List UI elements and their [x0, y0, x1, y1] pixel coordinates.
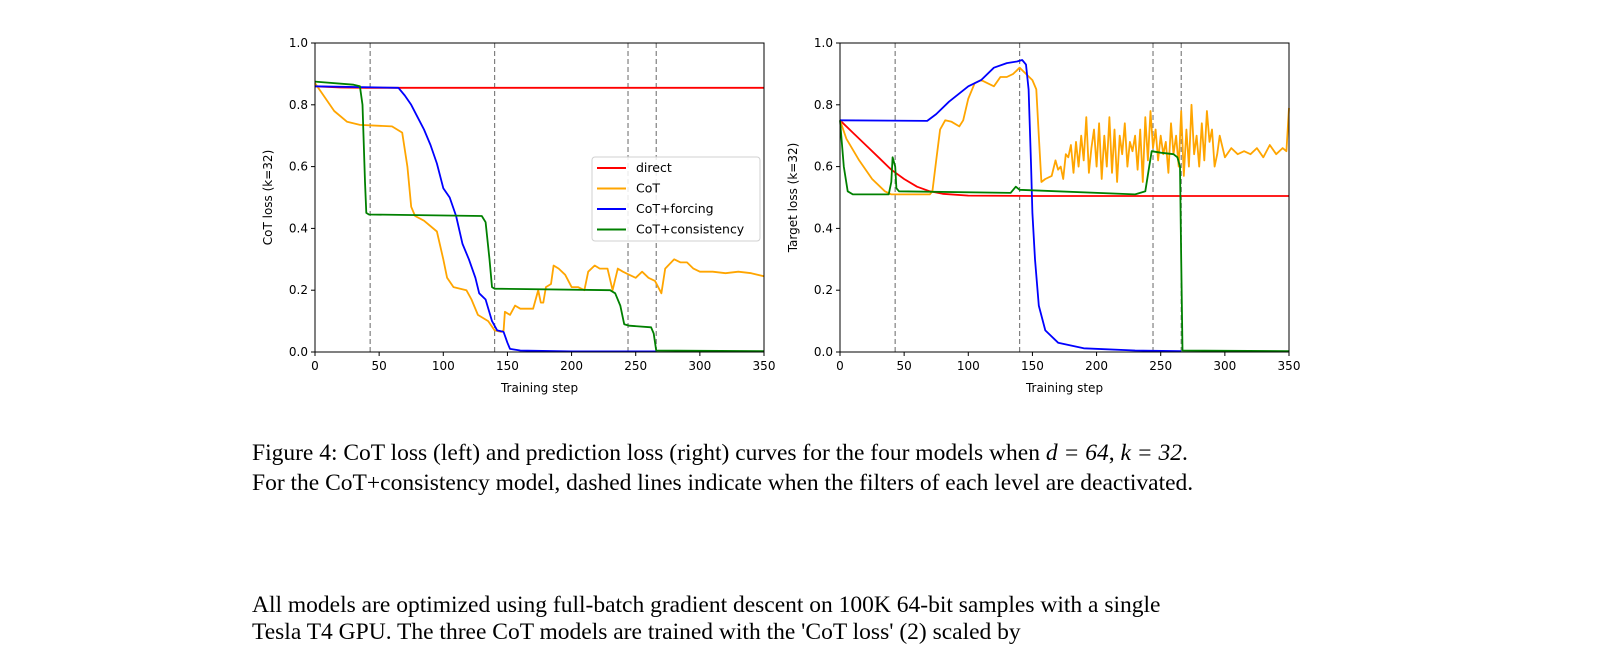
x-tick-label: 0: [311, 359, 319, 373]
x-tick-label: 100: [432, 359, 455, 373]
series-line-cot-consistency: [839, 120, 1290, 352]
y-tick-label: 0.2: [814, 283, 833, 297]
x-tick-label: 300: [1213, 359, 1236, 373]
series-line-direct: [839, 119, 1289, 197]
series-line-cot-forcing: [314, 85, 657, 353]
x-axis-label: Training step: [500, 381, 578, 395]
math-k: k = 32: [1120, 440, 1182, 466]
legend-label: CoT: [636, 181, 660, 196]
x-tick-label: 350: [753, 359, 776, 373]
caption-text: Figure 4: CoT loss (left) and prediction…: [252, 440, 1046, 466]
y-axis-label: CoT loss (k=32): [261, 150, 275, 246]
x-tick-label: 150: [496, 359, 519, 373]
x-tick-label: 0: [836, 359, 844, 373]
x-tick-label: 250: [1149, 359, 1172, 373]
legend: direct CoT CoT+forcing CoT+consistency: [591, 156, 761, 242]
y-tick-label: 0.6: [289, 160, 308, 174]
x-tick-label: 300: [688, 359, 711, 373]
left-chart: 0 50 100 150 200 250 300 350 0.0 0.2 0.4 0.6 0.8 1.0 T…: [261, 36, 775, 395]
series-line-cot-consistency: [314, 80, 765, 352]
x-tick-label: 50: [372, 359, 387, 373]
x-tick-label: 250: [624, 359, 647, 373]
x-tick-label: 200: [560, 359, 583, 373]
x-tick-label: 150: [1021, 359, 1044, 373]
body-paragraph: All models are optimized using full-batc…: [252, 592, 1332, 646]
y-axis-label: Target loss (k=32): [786, 143, 800, 254]
figure-4: 0 50 100 150 200 250 300 350 0.0 0.2 0.4 0.6 0.8 1.0 T…: [261, 36, 1300, 395]
caption-line-2: For the CoT+consistency model, dashed li…: [252, 470, 1194, 496]
y-tick-label: 0.4: [814, 221, 833, 235]
y-tick-label: 0.0: [814, 345, 833, 359]
legend-label: CoT+consistency: [636, 222, 745, 237]
plot-frame: [839, 42, 1290, 353]
x-tick-label: 200: [1085, 359, 1108, 373]
y-tick-label: 0.4: [289, 221, 308, 235]
plot-frame: [314, 42, 765, 353]
caption-period: .: [1182, 440, 1188, 466]
figure-caption: Figure 4: CoT loss (left) and prediction…: [252, 438, 1332, 498]
body-text-line-2: Tesla T4 GPU. The three CoT models are t…: [252, 619, 1021, 645]
series-line-cot: [839, 66, 1290, 196]
math-d: d = 64: [1045, 440, 1109, 466]
y-tick-label: 1.0: [814, 36, 833, 50]
legend-box: [591, 156, 761, 242]
x-tick-label: 100: [957, 359, 980, 373]
y-tick-label: 0.6: [814, 160, 833, 174]
x-tick-label: 350: [1278, 359, 1301, 373]
y-tick-label: 0.0: [289, 345, 308, 359]
legend-label: direct: [636, 160, 672, 175]
series-line-cot-forcing: [839, 59, 1182, 352]
caption-separator: ,: [1108, 440, 1121, 466]
caption-line-1: Figure 4: CoT loss (left) and prediction…: [252, 438, 1332, 468]
series-line-cot: [314, 82, 765, 333]
y-tick-label: 0.8: [814, 98, 833, 112]
y-tick-label: 0.2: [289, 283, 308, 297]
x-tick-label: 50: [897, 359, 912, 373]
legend-label: CoT+forcing: [636, 201, 714, 216]
right-chart: 0 50 100 150 200 250 300 350 0.0 0.2 0.4 0.6 0.8 1.0 T…: [786, 36, 1300, 395]
y-tick-label: 0.8: [289, 98, 308, 112]
y-tick-label: 1.0: [289, 36, 308, 50]
x-axis-label: Training step: [1025, 381, 1103, 395]
body-text-line-1: All models are optimized using full-batc…: [252, 592, 1161, 618]
